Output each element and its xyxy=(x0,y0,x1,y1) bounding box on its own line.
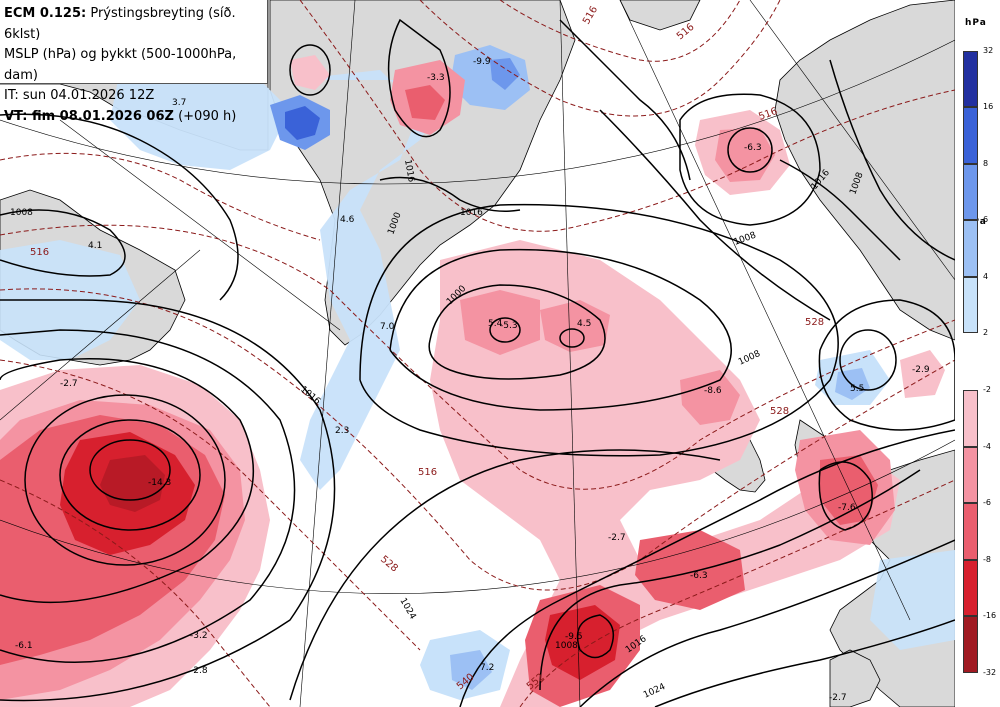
change-value: 4.6 xyxy=(340,215,355,225)
thickness-label: 516 xyxy=(30,247,49,258)
map-subtitle: MSLP (hPa) og þykkt (500-1000hPa, dam) xyxy=(4,47,237,83)
change-value: -9.9 xyxy=(473,57,491,67)
legend-tick: 16 xyxy=(983,102,994,112)
model-name: ECM 0.125: xyxy=(4,6,87,21)
legend-tick: -4 xyxy=(983,441,991,451)
thickness-label: 528 xyxy=(805,317,824,328)
legend-tick: 2 xyxy=(983,328,989,337)
change-value: 4.5 xyxy=(577,319,591,329)
change-value: -6.3 xyxy=(744,143,762,153)
legend-tick: -6 xyxy=(983,498,991,508)
title-line: ECM 0.125: Prýstingsbreyting (síð. 6klst… xyxy=(4,4,267,45)
legend-tick: -32 xyxy=(983,668,997,677)
isobars xyxy=(0,18,955,707)
legend-tick: 4 xyxy=(983,271,989,281)
map-info-box: ECM 0.125: Prýstingsbreyting (síð. 6klst… xyxy=(0,0,268,124)
change-value: 7.0 xyxy=(380,322,395,332)
legend-swatch xyxy=(963,276,978,333)
legend-swatch xyxy=(963,220,978,277)
valid-time-line: VT: fim 08.01.2026 06Z (+090 h) xyxy=(4,107,267,128)
thickness-label: 528 xyxy=(770,406,789,417)
legend-swatch xyxy=(963,616,978,673)
change-value: -7.6 xyxy=(838,503,856,513)
legend-swatch xyxy=(963,446,978,504)
change-value: 3.7 xyxy=(172,98,186,108)
change-value: -2.8 xyxy=(190,666,208,676)
isobar-label: 1008 xyxy=(555,641,578,651)
change-value: 5.4 xyxy=(488,319,503,329)
legend-tick: 8 xyxy=(983,158,989,168)
change-value: 7.2 xyxy=(480,663,494,673)
change-value: -8.6 xyxy=(704,386,722,396)
change-value: -3.3 xyxy=(427,73,445,83)
isobar-label: 1016 xyxy=(402,159,416,184)
legend-unit-top: hPa xyxy=(965,18,987,28)
map-canvas: 1008 1016 1016 1016 1008 1000 1008 1016 … xyxy=(0,0,955,707)
isobar-label: 1008 xyxy=(10,208,33,218)
legend-swatch xyxy=(963,107,978,164)
change-value: -6.1 xyxy=(15,641,33,651)
change-value: -5.3 xyxy=(500,321,518,331)
change-value: -2.7 xyxy=(829,693,847,703)
legend-swatch xyxy=(963,51,978,108)
change-value: -6.3 xyxy=(690,571,708,581)
change-value: 5.5 xyxy=(850,384,864,394)
weather-map: 1008 1016 1016 1016 1008 1000 1008 1016 … xyxy=(0,0,955,707)
legend-swatch xyxy=(963,559,978,617)
legend-tick: 32 xyxy=(983,46,994,55)
thickness-label: 516 xyxy=(418,467,437,478)
change-value: -3.2 xyxy=(190,631,208,641)
isobar-label: 1016 xyxy=(460,208,483,218)
legend-tick: -8 xyxy=(983,554,991,564)
change-value: -2.7 xyxy=(608,533,626,543)
legend-swatch xyxy=(963,390,978,447)
legend-tick: -16 xyxy=(983,611,997,621)
map-title: Prýstingsbreyting (síð. 6klst) xyxy=(4,6,236,42)
change-value: -14.3 xyxy=(148,478,171,488)
legend-tick: -2 xyxy=(983,385,991,394)
change-value: -2.9 xyxy=(912,365,930,375)
legend-tick: 6 xyxy=(983,215,989,225)
land-svalbard xyxy=(619,0,701,31)
legend-swatch xyxy=(963,503,978,560)
init-time: IT: sun 04.01.2026 12Z xyxy=(4,88,155,103)
legend-swatch xyxy=(963,163,978,221)
change-value: 2.3 xyxy=(335,426,349,436)
change-value: -2.7 xyxy=(60,379,78,389)
forecast-hour: (+090 h) xyxy=(178,108,237,124)
thickness-contours xyxy=(0,0,955,707)
pressure-change-values: 3.7 4.1 4.6 -3.3 -9.9 7.0 5.4 -5.3 4.5 -… xyxy=(15,57,930,703)
change-value: 4.1 xyxy=(88,241,102,251)
valid-time: VT: fim 08.01.2026 06Z xyxy=(4,108,174,124)
land-scandinavia xyxy=(774,0,955,341)
change-value: -9.5 xyxy=(565,632,583,642)
